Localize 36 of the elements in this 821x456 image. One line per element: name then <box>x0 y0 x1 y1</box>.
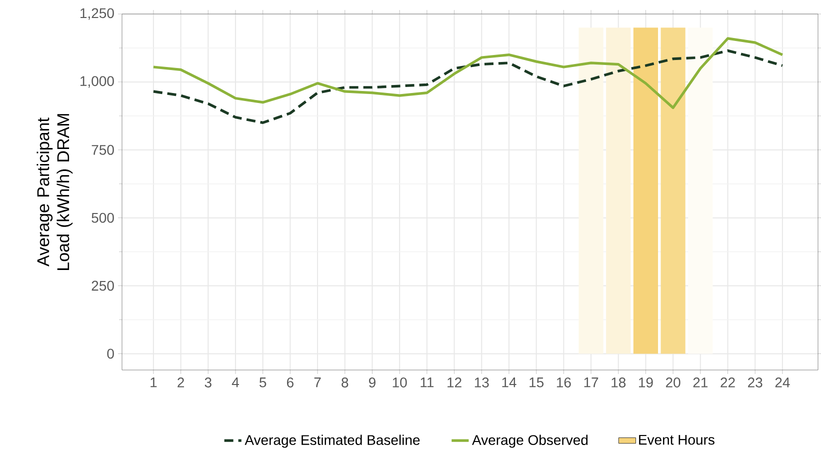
y-tick-label: 1,000 <box>80 76 114 88</box>
x-tick-label: 2 <box>178 378 184 388</box>
y-axis-title: Average Participant Load (kWh/h) DRAM <box>36 114 73 270</box>
x-tick-label: 16 <box>556 378 571 388</box>
x-tick-label: 3 <box>204 378 212 388</box>
x-tick-label: 20 <box>666 378 680 388</box>
x-tick-label: 6 <box>287 378 294 388</box>
x-tick-label: 22 <box>720 378 735 388</box>
y-tick-label: 0 <box>107 348 114 359</box>
x-tick-label: 10 <box>392 378 407 388</box>
x-tick-label: 1 <box>150 378 157 388</box>
legend-label: Event Hours <box>639 434 714 445</box>
x-tick-label: 5 <box>260 378 266 388</box>
line-series <box>152 37 784 110</box>
x-tick-label: 12 <box>448 378 462 388</box>
y-tick-label: 1,250 <box>80 8 114 20</box>
x-tick-label: 15 <box>530 378 544 388</box>
x-tick-label: 18 <box>612 378 626 388</box>
x-tick-label: 7 <box>314 378 321 388</box>
x-tick-label: 23 <box>748 378 762 388</box>
y-tick-label: 250 <box>92 280 114 291</box>
y-tick-label: 500 <box>92 212 114 223</box>
x-tick-label: 19 <box>638 378 653 388</box>
x-tick-label: 4 <box>232 378 239 388</box>
x-tick-label: 13 <box>474 378 489 388</box>
legend-label: Average Observed <box>472 434 588 448</box>
line-series <box>152 49 784 124</box>
x-tick-label: 9 <box>369 378 376 388</box>
x-tick-label: 11 <box>420 378 434 388</box>
x-tick-label: 17 <box>584 378 598 388</box>
x-tick-label: 24 <box>775 378 790 388</box>
x-tick-label: 8 <box>342 378 348 388</box>
y-tick-label: 750 <box>92 144 114 155</box>
x-tick-label: 14 <box>502 378 516 388</box>
x-tick-label: 21 <box>693 378 708 388</box>
legend-label: Average Estimated Baseline <box>244 434 420 448</box>
